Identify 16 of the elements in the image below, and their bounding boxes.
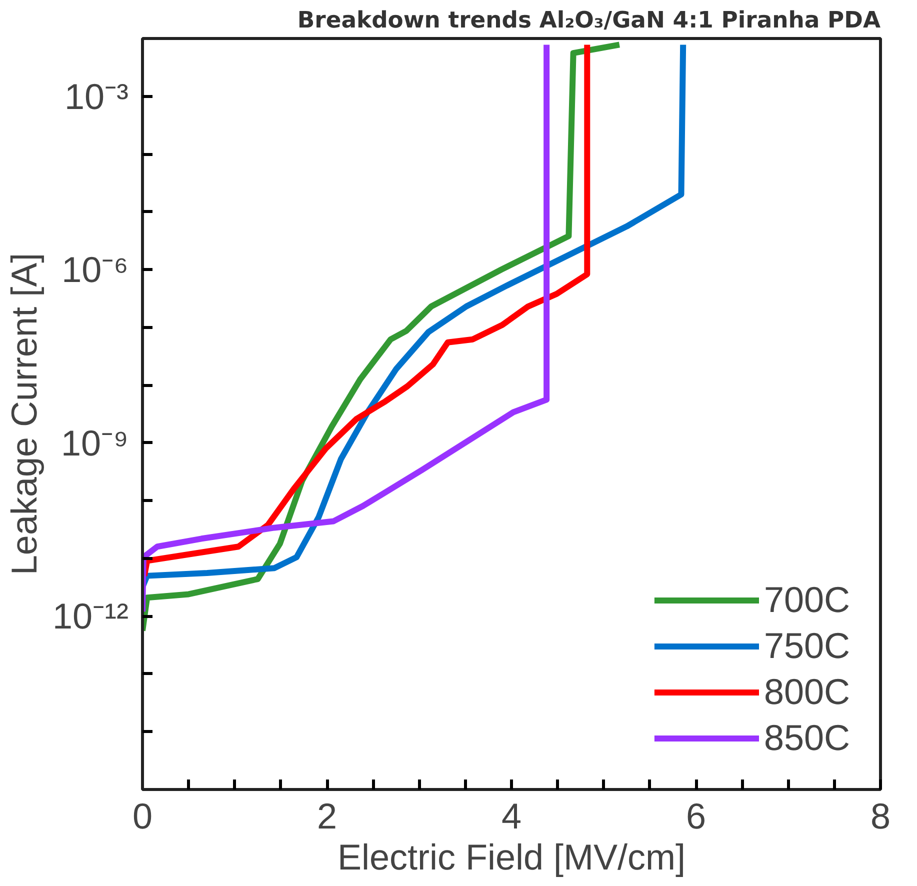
legend-label: 800C <box>764 671 850 713</box>
legend-label: 750C <box>764 625 850 667</box>
x-tick-label: 2 <box>316 796 338 836</box>
y-tick-label: 10⁻¹² <box>52 596 129 637</box>
x-tick-label: 4 <box>501 796 522 836</box>
x-tick-label: 0 <box>132 796 153 836</box>
legend-label: 850C <box>764 717 850 759</box>
chart-title: Breakdown trends Al₂O₃/GaN 4:1 Piranha PDA <box>297 8 881 34</box>
y-tick-label: 10⁻⁹ <box>61 422 129 464</box>
y-tick-label: 10⁻³ <box>64 76 129 117</box>
y-axis-title: Leakage Current [A] <box>3 252 44 576</box>
legend-label: 700C <box>764 579 850 621</box>
x-axis-title: Electric Field [MV/cm] <box>337 836 686 878</box>
x-tick-label: 8 <box>870 796 891 836</box>
x-tick-label: 6 <box>686 796 706 836</box>
y-tick-label: 10⁻⁶ <box>62 249 129 290</box>
